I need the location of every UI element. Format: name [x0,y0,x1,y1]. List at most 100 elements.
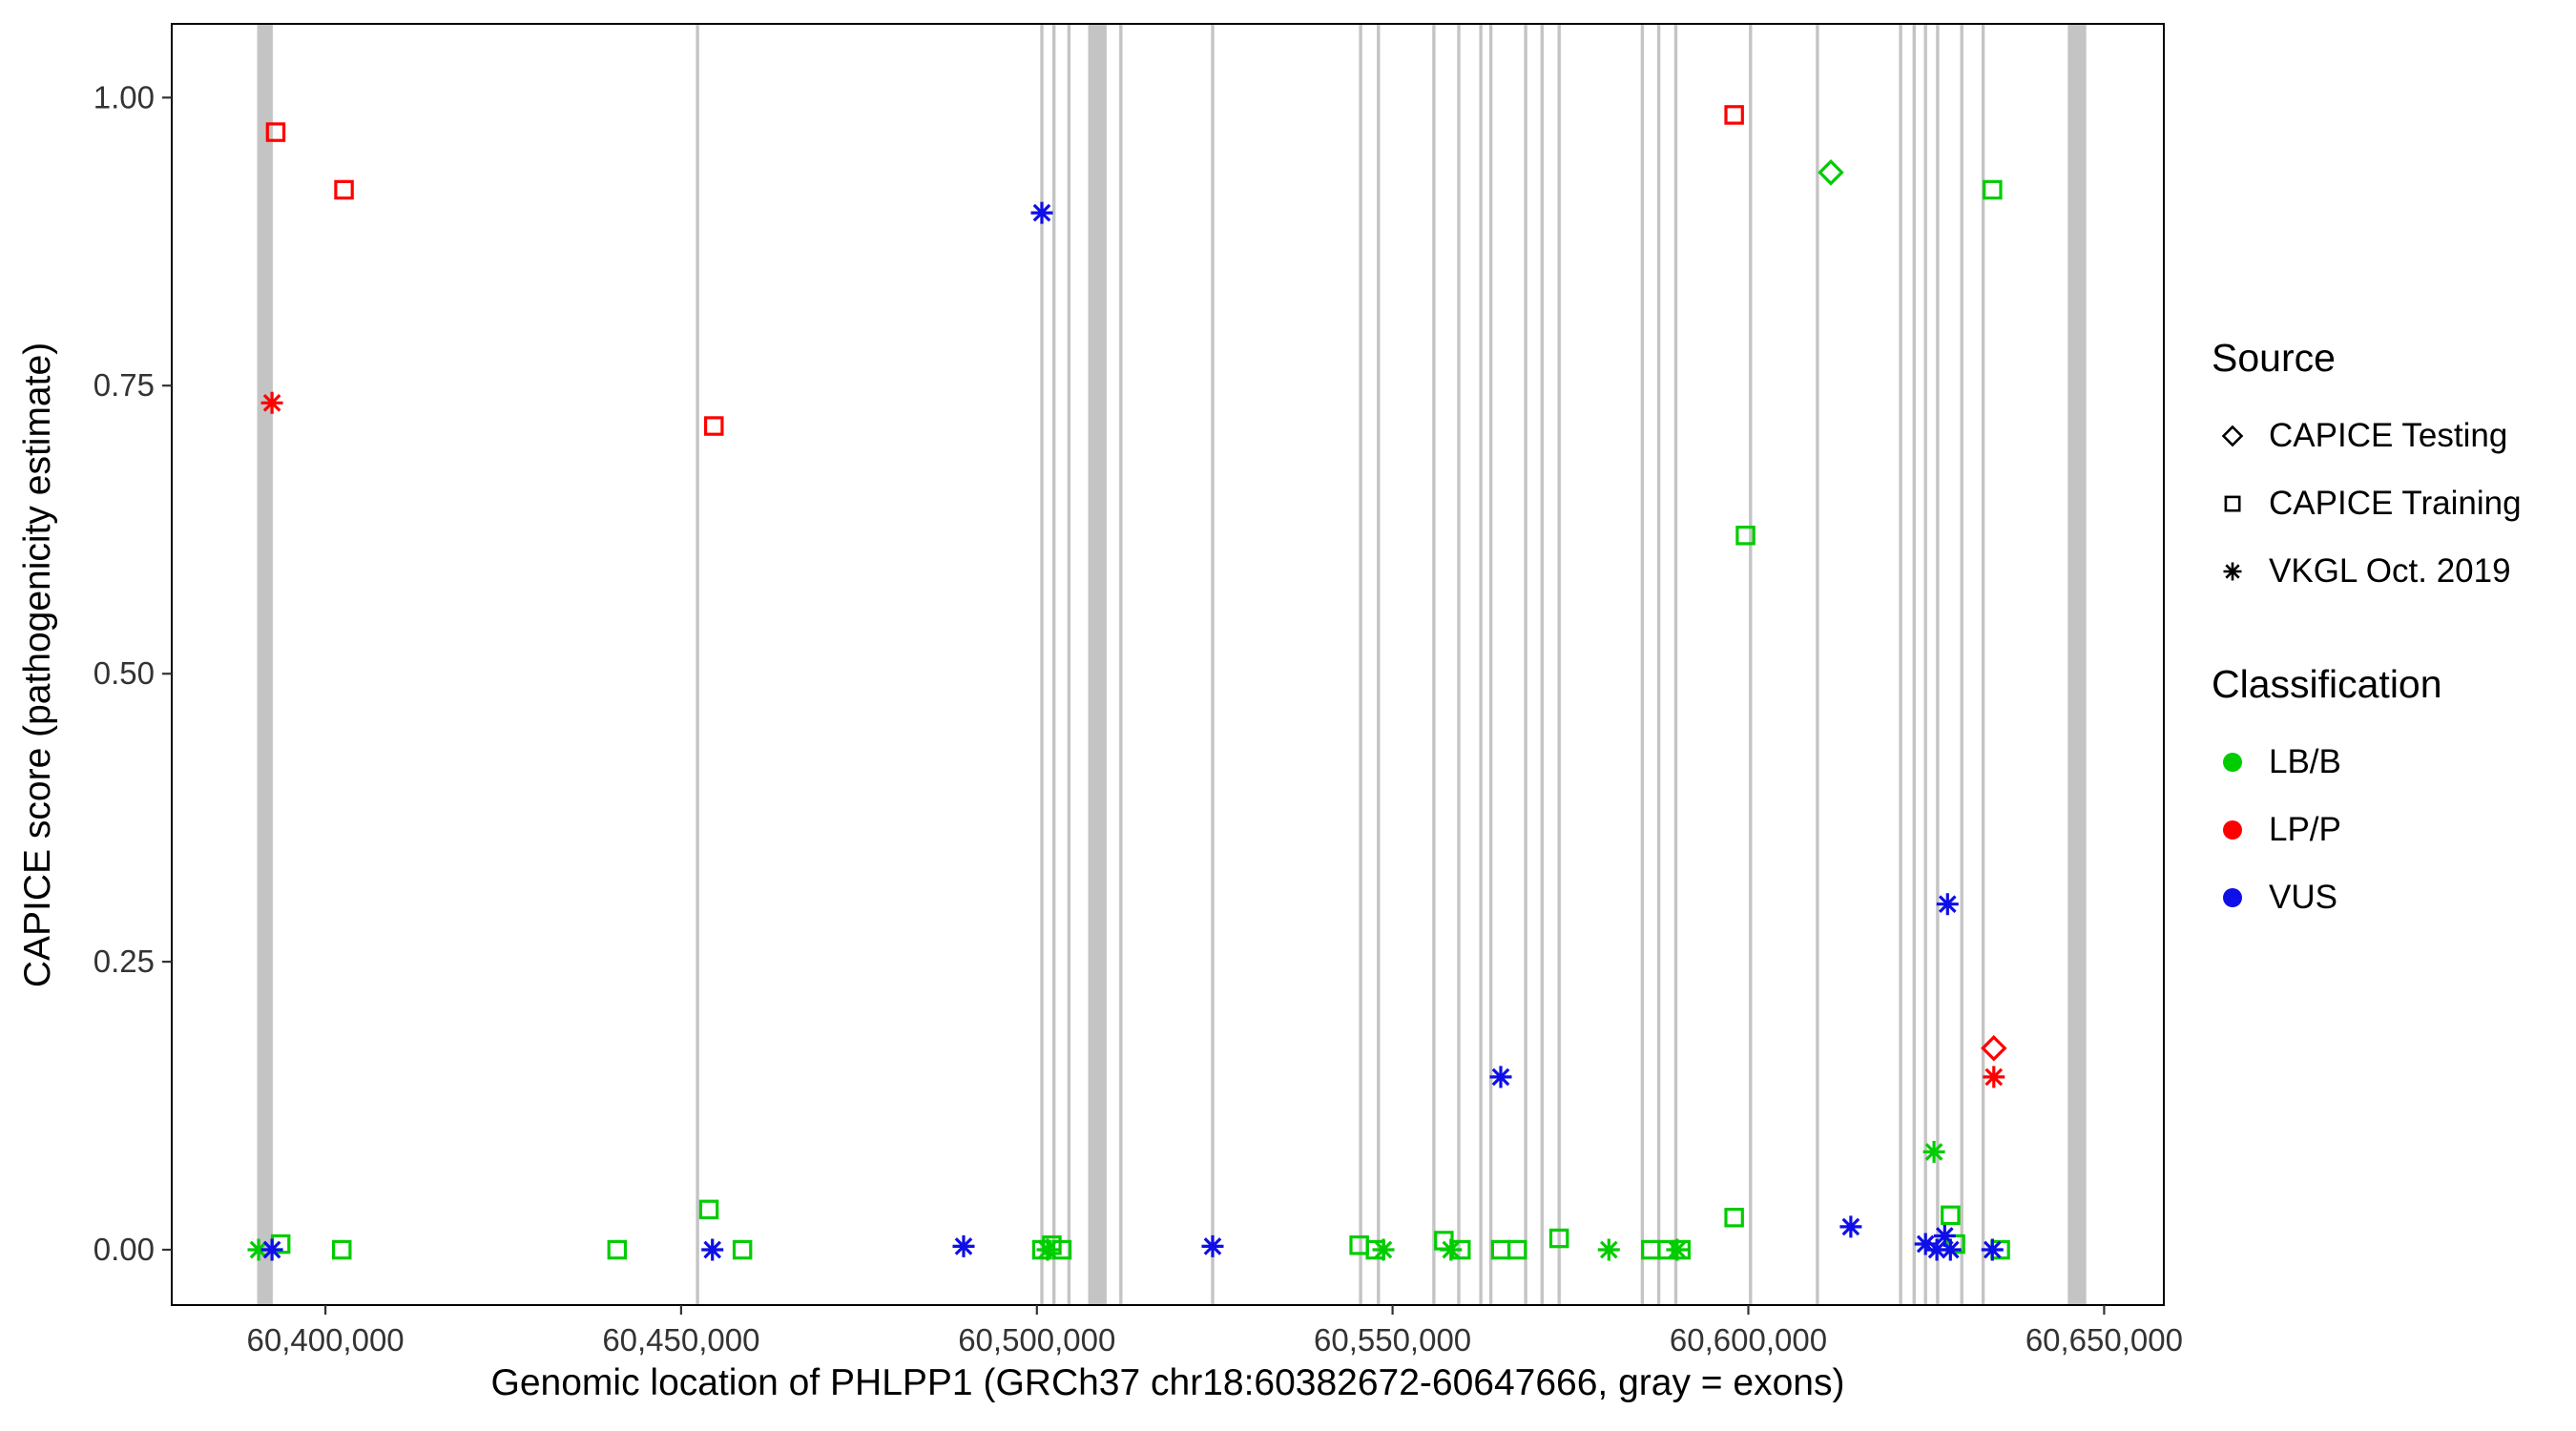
y-tick-label: 0.25 [93,944,155,979]
x-axis-title: Genomic location of PHLPP1 (GRCh37 chr18… [490,1362,1845,1403]
exon-bar [1923,25,1927,1304]
data-point-asterisk [1936,893,1959,916]
data-point-asterisk [1933,1225,1956,1247]
y-tick-label: 1.00 [93,79,155,114]
data-point-square [1724,1207,1744,1228]
data-point-square [1735,525,1755,546]
data-point-asterisk [1922,1140,1945,1163]
exon-bar [1211,25,1215,1304]
legend-classification-block: Classification LB/B LP/P VUS [2212,662,2522,931]
data-point-asterisk [1666,1238,1689,1261]
legend-source-block: Source CAPICE Testing CAPICE Training VKGL… [2212,336,2522,605]
data-point-asterisk [1440,1238,1463,1261]
exon-bar [1640,25,1645,1304]
legend: Source CAPICE Testing CAPICE Training VKGL… [2212,336,2522,988]
data-point-asterisk [1983,1066,2005,1089]
legend-source-items: CAPICE Testing CAPICE Training VKGL Oct. 2… [2212,402,2522,605]
data-point-square [1941,1205,1961,1226]
data-point-asterisk [1939,1238,1962,1261]
legend-item-label: VKGL Oct. 2019 [2269,551,2511,590]
x-tick-label: 60,650,000 [2025,1322,2183,1358]
data-point-square [1724,105,1744,125]
square-icon [2224,495,2241,512]
legend-item-classification: LP/P [2212,796,2522,863]
exon-bar [1656,25,1661,1304]
data-point-square [1983,179,2003,200]
legend-source-title: Source [2212,336,2336,380]
panel-border [171,23,2165,1306]
data-point-square [265,122,286,142]
legend-item-label: VUS [2269,878,2337,916]
legend-classification-items: LB/B LP/P VUS [2212,728,2522,931]
data-point-square [703,416,724,436]
exon-bar [1479,25,1483,1304]
data-point-asterisk [1597,1238,1620,1261]
legend-classification-title: Classification [2212,662,2442,706]
legend-item-label: LP/P [2269,810,2341,848]
data-point-square [1506,1239,1527,1260]
data-point-diamond [1818,159,1844,186]
y-tick-label: 0.75 [93,367,155,403]
diamond-icon [2221,425,2244,446]
legend-item-source: CAPICE Training [2212,469,2522,537]
data-point-asterisk [1981,1238,2004,1261]
legend-item-source: VKGL Oct. 2019 [2212,537,2522,605]
data-point-asterisk [247,1238,270,1261]
legend-item-classification: VUS [2212,863,2522,931]
data-point-square [1548,1228,1569,1249]
exon-bar [1540,25,1544,1304]
exon-bar [257,25,273,1304]
data-point-asterisk [260,391,283,414]
exon-bar [1912,25,1916,1304]
data-point-square [732,1239,753,1260]
data-point-square [1490,1239,1511,1260]
data-point-square [332,1239,352,1260]
exon-bar [1432,25,1436,1304]
exon-bar [1936,25,1940,1304]
exon-bar [1816,25,1819,1304]
exon-bar [1052,25,1056,1304]
y-tick-label: 0.50 [93,655,155,691]
data-point-asterisk [1839,1215,1862,1238]
exon-bar [1088,25,1107,1304]
exon-bar [1981,25,1985,1304]
exon-bar [1040,25,1044,1304]
exon-bar [696,25,699,1304]
exon-bar [1960,25,1963,1304]
exon-bar [1524,25,1527,1304]
exon-bar [1457,25,1461,1304]
legend-item-label: LB/B [2269,742,2341,780]
data-point-asterisk [1201,1234,1224,1257]
x-tick-label: 60,550,000 [1314,1322,1471,1358]
data-point-asterisk [1925,1238,1948,1261]
x-tick-label: 60,450,000 [602,1322,759,1358]
data-point-asterisk [1372,1238,1395,1261]
data-point-square [334,179,354,200]
color-dot-icon [2223,819,2242,840]
exon-bar [1067,25,1071,1304]
asterisk-icon [2223,562,2242,580]
exon-bar [1749,25,1753,1304]
exon-bar [1359,25,1362,1304]
x-tick-label: 60,400,000 [247,1322,405,1358]
data-point-asterisk [952,1234,975,1257]
exon-bar [2067,25,2087,1304]
exon-bar [1377,25,1381,1304]
y-tick-label: 0.00 [93,1232,155,1267]
legend-item-classification: LB/B [2212,728,2522,796]
data-point-asterisk [260,1238,283,1261]
legend-item-label: CAPICE Testing [2269,416,2508,454]
color-dot-icon [2223,887,2242,907]
exon-bar [1488,25,1493,1304]
exon-bar [1899,25,1902,1304]
data-point-square [1641,1239,1661,1260]
exon-bar [1673,25,1678,1304]
data-point-square [698,1199,719,1220]
data-point-asterisk [1489,1066,1512,1089]
y-axis-title: CAPICE score (pathogenicity estimate) [17,342,58,988]
data-point-asterisk [1030,201,1053,224]
x-tick-label: 60,600,000 [1670,1322,1827,1358]
data-point-asterisk [701,1238,724,1261]
